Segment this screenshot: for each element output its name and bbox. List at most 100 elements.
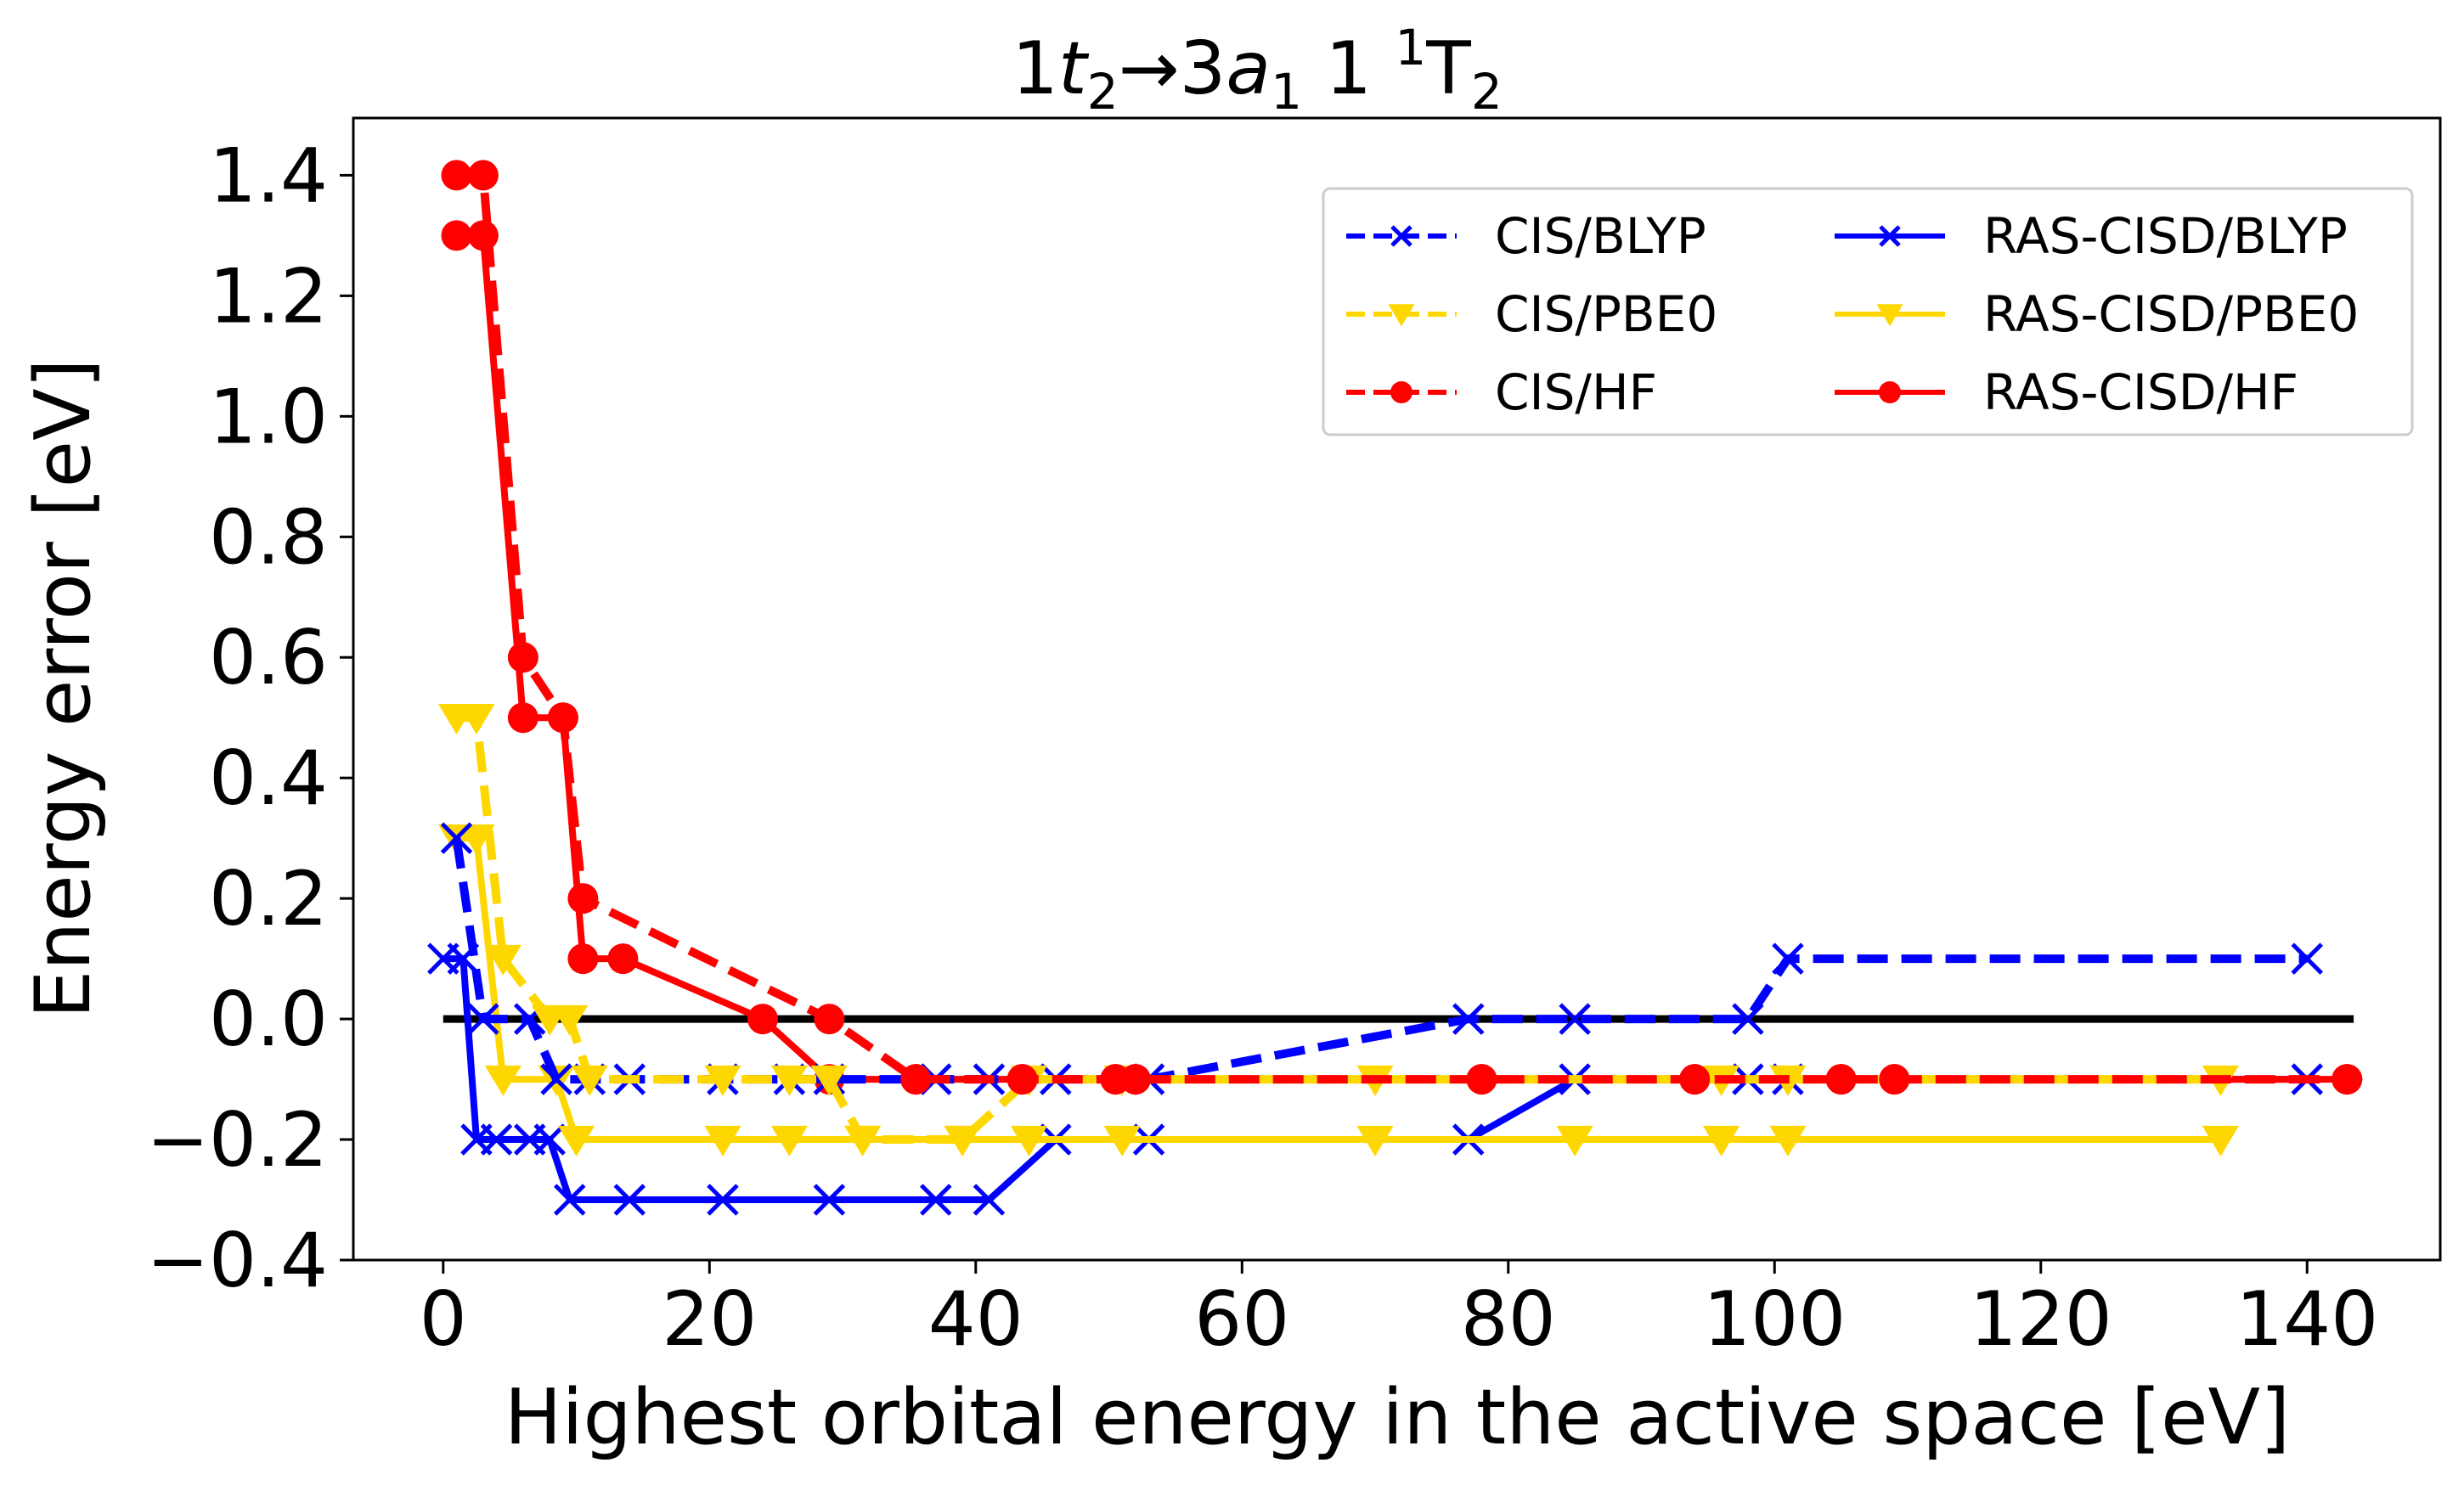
y-tick-label: 1.4 xyxy=(209,132,328,219)
legend-label: RAS-CISD/PBE0 xyxy=(1983,285,2359,343)
data-point xyxy=(533,1123,566,1156)
y-tick-label: 0.8 xyxy=(209,493,328,581)
x-tick-label: 0 xyxy=(420,1275,467,1363)
data-point xyxy=(613,1184,646,1216)
legend-marker xyxy=(1390,381,1412,403)
data-point xyxy=(1732,1003,1764,1035)
data-point xyxy=(571,1065,608,1096)
data-point xyxy=(467,220,499,251)
data-point xyxy=(810,1065,848,1096)
data-point xyxy=(1772,942,1804,975)
legend-item: CIS/PBE0 xyxy=(1346,285,1717,343)
data-point xyxy=(567,883,599,914)
data-point xyxy=(458,704,495,735)
data-point xyxy=(1006,1064,1038,1095)
data-point xyxy=(540,1063,572,1095)
data-point xyxy=(704,1125,741,1156)
y-tick-label: −0.4 xyxy=(146,1217,328,1304)
legend-item: RAS-CISD/BLYP xyxy=(1835,207,2348,265)
data-point xyxy=(1466,1064,1497,1095)
data-point xyxy=(507,642,538,673)
legend-marker xyxy=(1388,304,1415,327)
data-point xyxy=(944,1125,981,1156)
data-point xyxy=(480,1123,513,1156)
data-point xyxy=(507,702,538,734)
x-tick-label: 100 xyxy=(1703,1275,1846,1363)
data-point xyxy=(484,1065,522,1096)
legend-item: CIS/HF xyxy=(1346,363,1657,421)
series-line xyxy=(452,837,2308,1084)
data-point xyxy=(441,220,472,251)
data-point xyxy=(813,1184,846,1216)
legend-label: CIS/BLYP xyxy=(1495,207,1706,265)
x-tick-label: 120 xyxy=(1970,1275,2112,1363)
data-point xyxy=(2291,942,2324,975)
legend-marker xyxy=(1879,381,1901,403)
data-point xyxy=(2202,1125,2239,1156)
legend-label: CIS/HF xyxy=(1495,363,1657,421)
data-point xyxy=(1556,1125,1593,1156)
y-tick-label: 0.0 xyxy=(209,976,328,1063)
y-tick-label: −0.2 xyxy=(146,1096,328,1184)
data-point xyxy=(704,1065,741,1096)
data-point xyxy=(441,160,472,191)
data-point xyxy=(1103,1125,1141,1156)
data-point xyxy=(707,1184,739,1216)
data-point xyxy=(1879,1064,1910,1095)
data-point xyxy=(843,1125,882,1156)
data-point xyxy=(467,160,499,191)
data-point xyxy=(919,1184,952,1216)
plot-frame xyxy=(352,116,2442,1262)
legend-item: RAS-CISD/HF xyxy=(1835,363,2298,421)
x-axis: 0 20 40 60 80 100 120 140 xyxy=(420,1260,2378,1363)
series-line xyxy=(456,835,2221,1144)
legend-label: RAS-CISD/BLYP xyxy=(1983,207,2348,265)
data-point xyxy=(467,1003,499,1035)
legend-label: RAS-CISD/HF xyxy=(1983,363,2298,421)
x-tick-label: 60 xyxy=(1194,1275,1289,1363)
data-point xyxy=(557,1125,595,1156)
legend: CIS/BLYP CIS/PBE0 CIS/HF RAS-CISD/BLYP RAS-C… xyxy=(1322,187,2414,436)
data-point xyxy=(547,702,578,734)
data-point xyxy=(2331,1064,2363,1095)
data-point xyxy=(1769,1125,1807,1156)
plot-area xyxy=(427,160,2363,1216)
legend-label: CIS/PBE0 xyxy=(1495,285,1717,343)
data-point xyxy=(607,943,639,975)
data-point xyxy=(1452,1003,1485,1035)
series-cis-hf xyxy=(441,160,2363,1095)
series-ras-cisd-pbe0 xyxy=(437,824,2239,1156)
data-point xyxy=(440,822,473,854)
data-point xyxy=(1679,1064,1711,1095)
y-tick-label: 1.2 xyxy=(209,252,328,340)
data-point xyxy=(747,1004,778,1035)
data-point xyxy=(1356,1125,1394,1156)
data-point xyxy=(1702,1125,1740,1156)
y-tick-label: 0.6 xyxy=(209,614,328,701)
data-point xyxy=(1119,1064,1151,1095)
x-tick-label: 40 xyxy=(928,1275,1023,1363)
data-point xyxy=(567,943,599,975)
legend-item: CIS/BLYP xyxy=(1346,207,1706,265)
y-tick-label: 1.0 xyxy=(209,373,328,460)
x-tick-label: 80 xyxy=(1461,1275,1556,1363)
data-point xyxy=(484,944,522,976)
legend-marker xyxy=(1876,304,1903,327)
data-point xyxy=(973,1184,1006,1216)
y-tick-label: 0.2 xyxy=(209,855,328,942)
x-axis-label: Highest orbital energy in the active spa… xyxy=(505,1373,2290,1462)
data-point xyxy=(900,1064,932,1095)
data-point xyxy=(814,1004,845,1035)
data-point xyxy=(551,1004,589,1036)
x-tick-label: 140 xyxy=(2236,1275,2378,1363)
legend-marker xyxy=(1879,225,1901,247)
data-point xyxy=(770,1125,808,1156)
series-cis-pbe0 xyxy=(437,704,2239,1156)
legend-item: RAS-CISD/PBE0 xyxy=(1835,285,2359,343)
data-point xyxy=(1825,1064,1857,1095)
data-point xyxy=(553,1184,586,1216)
legend-marker xyxy=(1390,225,1412,247)
y-tick-label: 0.4 xyxy=(209,734,328,822)
series-cis-blyp xyxy=(440,822,2324,1095)
